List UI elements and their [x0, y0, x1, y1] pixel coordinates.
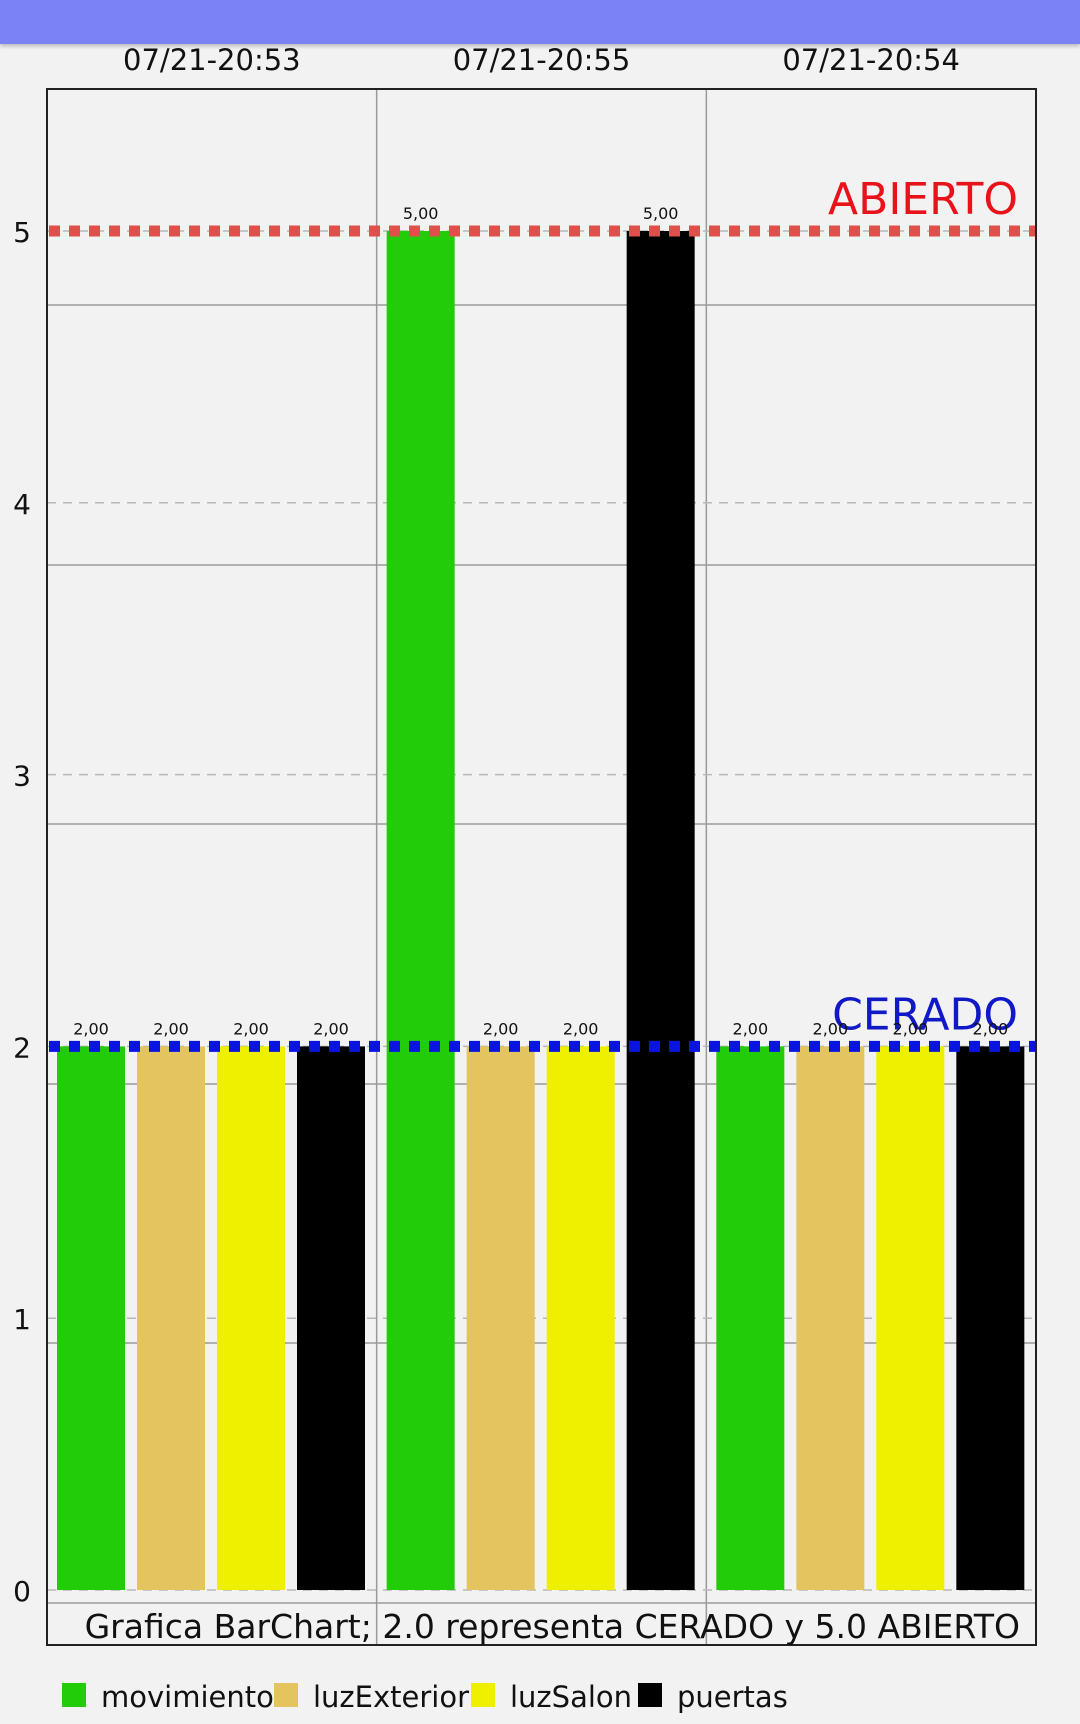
x-category-label: 07/21-20:54: [782, 43, 960, 77]
bar-value-label: 2,00: [233, 1019, 269, 1038]
legend-swatch-luzSalon: [471, 1683, 495, 1707]
y-tick-label: 2: [13, 1031, 31, 1064]
app-top-bar: [0, 0, 1080, 44]
bar-value-label: 2,00: [153, 1019, 189, 1038]
bar-value-label: 2,00: [563, 1019, 599, 1038]
bar-value-label: 5,00: [403, 204, 439, 223]
bar-luzExterior: [796, 1046, 865, 1590]
limit-label-abierto: ABIERTO: [828, 174, 1018, 225]
y-tick-label: 3: [13, 760, 31, 793]
bar-value-label: 2,00: [483, 1019, 519, 1038]
bar-value-label: 2,00: [973, 1019, 1009, 1038]
plot-border: [46, 88, 1037, 1646]
legend: movimiento luzExterior luzSalon puertas: [62, 1680, 788, 1714]
bar-luzSalon: [546, 1046, 615, 1590]
bar-puertas: [297, 1046, 365, 1590]
bar-luzSalon: [876, 1046, 945, 1590]
legend-label-puertas: puertas: [677, 1680, 788, 1714]
bar-value-label: 2,00: [893, 1019, 929, 1038]
y-tick-label: 0: [13, 1575, 31, 1608]
x-category-label: 07/21-20:53: [123, 43, 301, 77]
y-tick-label: 4: [13, 488, 31, 521]
chart-description: Grafica BarChart; 2.0 representa CERADO …: [85, 1607, 1020, 1646]
legend-label-luzExterior: luzExterior: [313, 1680, 469, 1714]
bar-movimiento: [716, 1046, 785, 1590]
bar-value-label: 2,00: [813, 1019, 849, 1038]
labels-layer: 0 1 2 3 4 5 07/21-20:53 07/21-20:55 07/21-20:54 2…: [13, 43, 1008, 1608]
bar-luzSalon: [217, 1046, 285, 1590]
bar-value-label: 5,00: [643, 204, 679, 223]
y-tick-label: 1: [13, 1303, 31, 1336]
legend-swatch-puertas: [638, 1683, 662, 1707]
legend-swatch-luzExterior: [274, 1683, 298, 1707]
bar-puertas: [956, 1046, 1025, 1590]
bar-value-label: 2,00: [73, 1019, 109, 1038]
x-category-label: 07/21-20:55: [453, 43, 631, 77]
limit-label-cerado: CERADO: [832, 989, 1018, 1040]
bars-layer: [57, 231, 1025, 1590]
y-tick-label: 5: [13, 216, 31, 249]
bar-puertas: [626, 231, 695, 1590]
bar-value-label: 2,00: [313, 1019, 349, 1038]
bar-luzExterior: [466, 1046, 535, 1590]
bar-luzExterior: [137, 1046, 205, 1590]
legend-swatch-movimiento: [62, 1683, 86, 1707]
legend-label-luzSalon: luzSalon: [510, 1680, 632, 1714]
bar-movimiento: [386, 231, 455, 1590]
legend-label-movimiento: movimiento: [101, 1680, 274, 1714]
bar-movimiento: [57, 1046, 125, 1590]
bar-value-label: 2,00: [733, 1019, 769, 1038]
limit-lines-layer: ABIERTO CERADO: [49, 174, 1036, 1052]
